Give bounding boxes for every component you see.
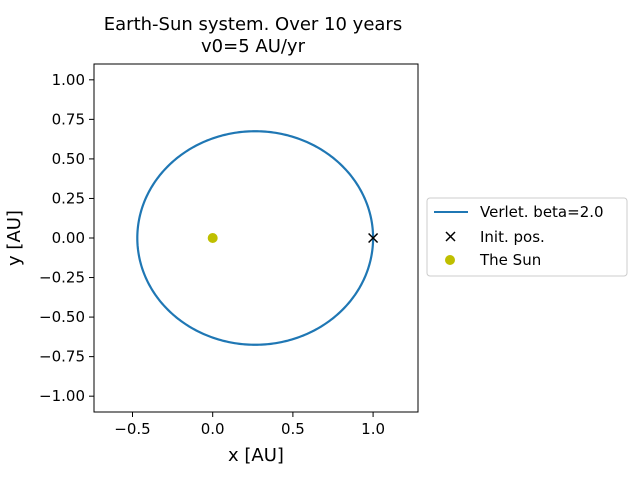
orbit-path-verlet [136,130,375,346]
legend-label-init-pos: Init. pos. [480,228,545,246]
chart-title-line-2: v0=5 AU/yr [201,36,306,57]
x-tick-label: 0.0 [201,420,225,438]
y-tick-label: 0.25 [52,189,85,207]
legend-label-sun: The Sun [479,251,541,269]
y-axis-label: y [AU] [4,210,25,266]
legend-marker-init-pos [445,231,456,242]
plot-area [93,63,419,413]
legend-marker-sun [445,255,455,265]
axes-frame [93,63,419,413]
init-pos-marker [368,232,379,244]
x-tick-label: 0.5 [281,420,305,438]
y-tick-label: −0.75 [39,348,85,366]
sun-marker [207,233,218,243]
y-tick-label: 0.75 [52,110,85,128]
x-tick-label: 1.0 [361,420,385,438]
legend-box [426,197,628,277]
x-tick-label: −0.5 [114,420,150,438]
marker-layer [207,232,379,244]
y-tick-label: −0.50 [39,308,85,326]
legend: Verlet. beta=2.0 Init. pos. The Sun [426,197,628,277]
x-axis-ticks: −0.5 0.0 0.5 1.0 [114,412,385,438]
y-axis-ticks: −1.00 −0.75 −0.50 −0.25 0.00 0.25 0.50 0.75 1.00 [39,71,94,405]
y-tick-label: 0.00 [52,229,85,247]
y-tick-label: −1.00 [39,387,85,405]
y-tick-label: 1.00 [52,71,85,89]
legend-label-verlet: Verlet. beta=2.0 [480,203,604,221]
x-axis-label: x [AU] [228,445,284,466]
y-tick-label: 0.50 [52,150,85,168]
y-tick-label: −0.25 [39,269,85,287]
orbit-layer [136,130,375,346]
chart-title-line-1: Earth-Sun system. Over 10 years [104,14,402,35]
